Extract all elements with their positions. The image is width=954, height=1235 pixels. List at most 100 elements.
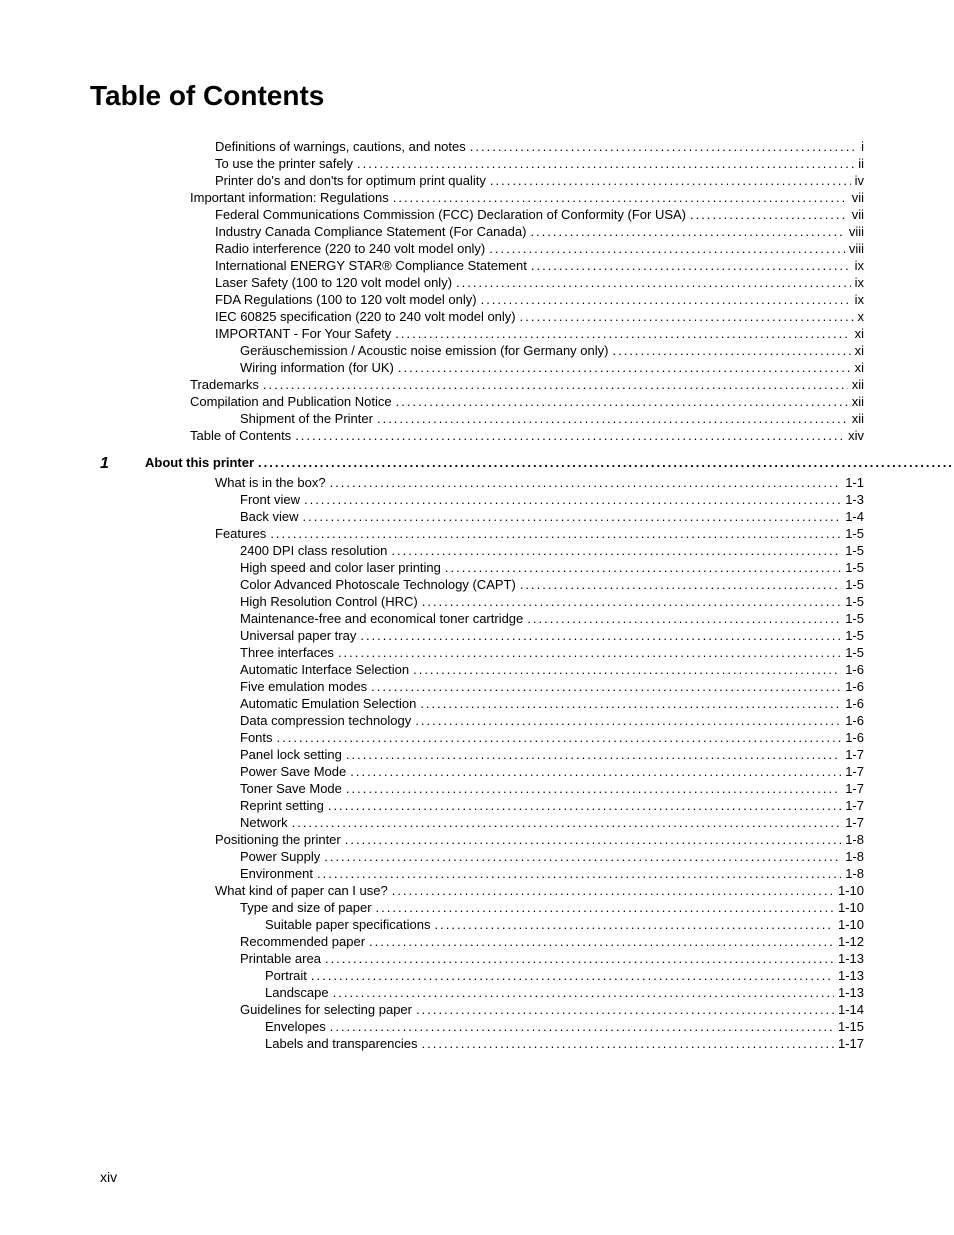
toc-entry-label: Radio interference (220 to 240 volt mode… [215,242,489,255]
toc-entry: 2400 DPI class resolution1-5 [90,544,864,557]
toc-entry-page: 1-13 [834,952,864,965]
toc-leader-dots [422,595,841,608]
toc-entry-label: Reprint setting [240,799,328,812]
toc-leader-dots [360,629,841,642]
toc-entry: Automatic Emulation Selection 1-6 [90,697,864,710]
toc-entry-label: What kind of paper can I use? [215,884,392,897]
toc-leader-dots [415,714,841,727]
toc-leader-dots [304,493,841,506]
toc-entry: Five emulation modes 1-6 [90,680,864,693]
toc-container: Definitions of warnings, cautions, and n… [90,140,864,1050]
toc-entry-page: 1-6 [841,680,864,693]
toc-entry: Portrait1-13 [90,969,864,982]
toc-entry-label: Data compression technology [240,714,415,727]
toc-entry-label: FDA Regulations (100 to 120 volt model o… [215,293,481,306]
toc-entry-label: High speed and color laser printing [240,561,445,574]
toc-entry: Universal paper tray1-5 [90,629,864,642]
toc-leader-dots [470,140,857,153]
toc-entry-page: xiv [844,429,864,442]
toc-leader-dots [690,208,848,221]
toc-entry-page: 1-1 [841,476,864,489]
toc-entry-label: Automatic Emulation Selection [240,697,420,710]
toc-entry-page: 1-7 [841,816,864,829]
toc-leader-dots [422,1037,834,1050]
toc-entry: Type and size of paper1-10 [90,901,864,914]
toc-entry-label: Toner Save Mode [240,782,346,795]
toc-chapter-1: 1 About this printer 1-1 [90,456,864,472]
toc-entry: Automatic Interface Selection1-6 [90,663,864,676]
toc-entry: Positioning the printer1-8 [90,833,864,846]
toc-entry-label: Color Advanced Photoscale Technology (CA… [240,578,520,591]
toc-leader-dots [489,242,845,255]
toc-leader-dots [345,833,841,846]
toc-leader-dots [317,867,841,880]
toc-entry-page: ix [851,259,864,272]
toc-entry: International ENERGY STAR® Compliance St… [90,259,864,272]
toc-entry-page: 1-5 [841,629,864,642]
toc-leader-dots [481,293,851,306]
toc-chapter-1-entries: What is in the box?1-1Front view1-3Back … [90,476,864,1050]
toc-entry: Features1-5 [90,527,864,540]
toc-leader-dots [445,561,841,574]
toc-entry-page: 1-10 [834,918,864,931]
toc-entry-label: Fonts [240,731,277,744]
toc-leader-dots [277,731,842,744]
toc-leader-dots [420,697,841,710]
toc-entry-label: Network [240,816,292,829]
page-title: Table of Contents [90,80,864,112]
toc-entry: What kind of paper can I use?1-10 [90,884,864,897]
toc-leader-dots [530,225,844,238]
toc-entry: Printer do's and don'ts for optimum prin… [90,174,864,187]
toc-entry-page: ix [851,276,864,289]
toc-leader-dots [456,276,851,289]
toc-entry-page: 1-7 [841,748,864,761]
toc-entry: Guidelines for selecting paper 1-14 [90,1003,864,1016]
toc-entry-page: xii [848,412,864,425]
toc-entry: Labels and transparencies1-17 [90,1037,864,1050]
toc-entry-label: Three interfaces [240,646,338,659]
chapter-title: About this printer [145,456,258,469]
toc-entry-label: What is in the box? [215,476,330,489]
toc-entry-page: xi [851,361,864,374]
toc-entry-page: 1-7 [841,765,864,778]
toc-entry: To use the printer safelyii [90,157,864,170]
toc-leader-dots [311,969,834,982]
toc-entry: Environment1-8 [90,867,864,880]
toc-entry-label: Landscape [265,986,333,999]
toc-entry-label: Important information: Regulations [190,191,393,204]
toc-leader-dots [369,935,834,948]
toc-leader-dots [395,327,850,340]
toc-entry: Suitable paper specifications 1-10 [90,918,864,931]
toc-entry-page: vii [848,191,864,204]
toc-entry-page: ii [854,157,864,170]
toc-leader-dots [377,412,848,425]
toc-entry-page: ix [851,293,864,306]
toc-entry-page: 1-6 [841,663,864,676]
toc-entry-label: Five emulation modes [240,680,371,693]
toc-leader-dots [263,378,848,391]
toc-entry-label: Definitions of warnings, cautions, and n… [215,140,470,153]
toc-entry-page: 1-14 [834,1003,864,1016]
toc-leader-dots [303,510,842,523]
toc-entry-page: xi [851,327,864,340]
toc-leader-dots [346,782,841,795]
toc-entry: Landscape 1-13 [90,986,864,999]
toc-entry: Data compression technology1-6 [90,714,864,727]
toc-entry-label: Guidelines for selecting paper [240,1003,416,1016]
toc-entry-label: Federal Communications Commission (FCC) … [215,208,690,221]
toc-entry: High Resolution Control (HRC)1-5 [90,595,864,608]
toc-entry-label: Shipment of the Printer [240,412,377,425]
toc-leader-dots [531,259,851,272]
toc-entry: IMPORTANT - For Your Safetyxi [90,327,864,340]
toc-entry: FDA Regulations (100 to 120 volt model o… [90,293,864,306]
toc-entry-page: 1-13 [834,986,864,999]
toc-entry-page: xii [848,378,864,391]
toc-entry-label: Suitable paper specifications [265,918,435,931]
toc-entry-label: Envelopes [265,1020,330,1033]
toc-entry-page: viii [845,242,864,255]
toc-entry-page: x [854,310,865,323]
toc-entry-page: 1-6 [841,697,864,710]
toc-entry: Back view1-4 [90,510,864,523]
toc-entry: Important information: Regulations vii [90,191,864,204]
toc-leader-dots [398,361,851,374]
